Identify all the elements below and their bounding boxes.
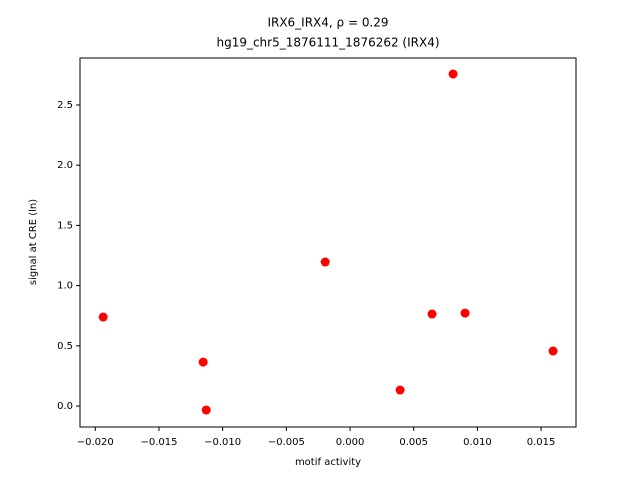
chart-title: IRX6_IRX4, ρ = 0.29 [267,16,388,30]
y-tick-label: 1.0 [57,281,73,292]
x-tick-label: −0.005 [268,437,305,448]
x-tick-label: 0.015 [527,437,556,448]
x-tick-label: −0.010 [204,437,241,448]
y-axis-label: signal at CRE (ln) [28,199,39,285]
point [201,405,211,415]
chart-subtitle: hg19_chr5_1876111_1876262 (IRX4) [216,36,439,50]
point [460,308,470,318]
point [320,257,330,267]
point [198,357,208,367]
y-tick-label: 2.0 [57,160,73,171]
point [427,309,437,319]
x-tick-label: 0.000 [336,437,365,448]
plot-frame [79,57,577,428]
point [448,69,458,79]
x-tick-label: 0.010 [463,437,492,448]
y-tick-label: 0.5 [57,341,73,352]
point [98,312,108,322]
y-tick-label: 2.5 [57,100,73,111]
point [395,385,405,395]
y-tick-label: 1.5 [57,220,73,231]
x-axis-label: motif activity [295,457,361,468]
x-tick-label: 0.005 [399,437,428,448]
x-tick-label: −0.020 [77,437,114,448]
x-tick-label: −0.015 [140,437,177,448]
y-tick-label: 0.0 [57,401,73,412]
point [548,346,558,356]
